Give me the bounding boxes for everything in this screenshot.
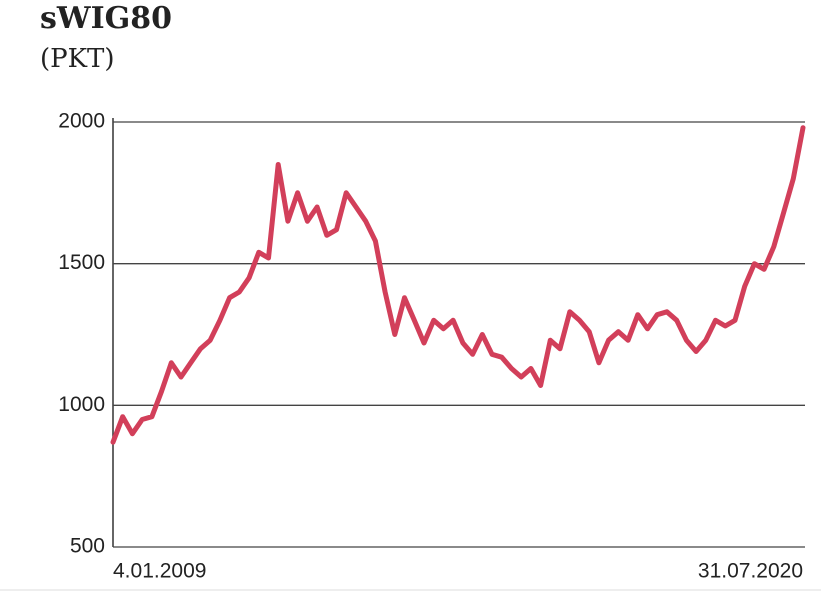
y-tick-label: 500 [70,535,105,558]
chart-title: sWIG80 [40,1,172,36]
y-tick-label: 2000 [58,110,105,133]
x-tick-label: 31.07.2020 [698,560,803,583]
chart-subtitle: (PKT) [40,44,115,74]
y-tick-label: 1500 [58,251,105,274]
line [110,125,806,445]
x-tick-label: 4.01.2009 [113,560,206,583]
y-tick-label: 1000 [58,393,105,416]
